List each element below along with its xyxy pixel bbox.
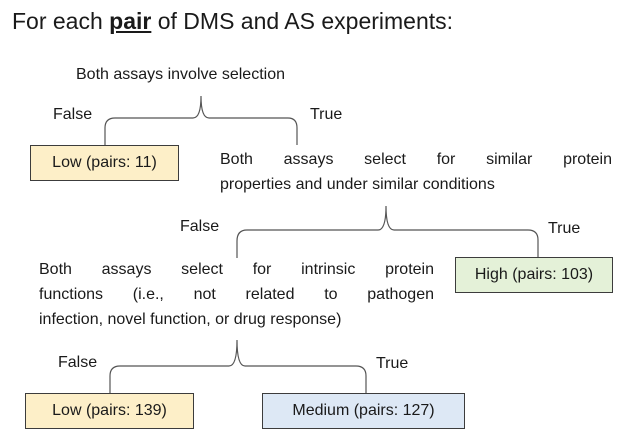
node3-question-line1: Both assays select for intrinsic protein [39,261,434,278]
outcome-high-103: High (pairs: 103) [455,257,613,293]
brace-node3 [109,339,367,393]
node2-question-line2: properties and under similar conditions [220,176,495,193]
node1-false-label: False [53,106,93,123]
node1-question: Both assays involve selection [76,66,285,83]
node1-true-label: True [310,106,343,123]
outcome-low-139: Low (pairs: 139) [25,393,194,429]
node3-false-label: False [58,354,98,371]
title-prefix: For each [12,8,110,34]
diagram-title: For each pair of DMS and AS experiments: [12,8,453,35]
node3-question-line3: infection, novel function, or drug respo… [39,311,342,328]
node2-false-label: False [180,218,220,235]
node2-question-line1: Both assays select for similar protein [220,151,612,168]
node2-true-label: True [548,220,581,237]
node3-question-line2: functions (i.e., not related to pathogen [39,286,434,303]
node3-true-label: True [376,355,409,372]
brace-node1 [104,95,298,145]
outcome-low-11: Low (pairs: 11) [30,145,179,181]
outcome-medium-127: Medium (pairs: 127) [262,393,465,429]
title-keyword: pair [109,8,152,34]
title-suffix: of DMS and AS experiments: [151,8,454,34]
brace-node2 [236,205,539,258]
